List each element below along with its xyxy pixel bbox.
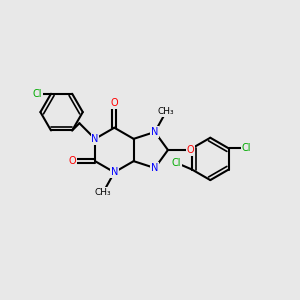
Text: CH₃: CH₃: [95, 188, 112, 197]
Text: Cl: Cl: [33, 89, 42, 99]
Text: N: N: [111, 167, 118, 177]
Text: O: O: [69, 156, 76, 166]
Text: N: N: [91, 134, 99, 144]
Text: N: N: [151, 163, 158, 173]
Text: Cl: Cl: [172, 158, 181, 168]
Text: O: O: [186, 145, 194, 155]
Text: Cl: Cl: [242, 143, 251, 153]
Text: O: O: [110, 98, 118, 108]
Text: CH₃: CH₃: [158, 107, 174, 116]
Text: N: N: [151, 127, 158, 137]
